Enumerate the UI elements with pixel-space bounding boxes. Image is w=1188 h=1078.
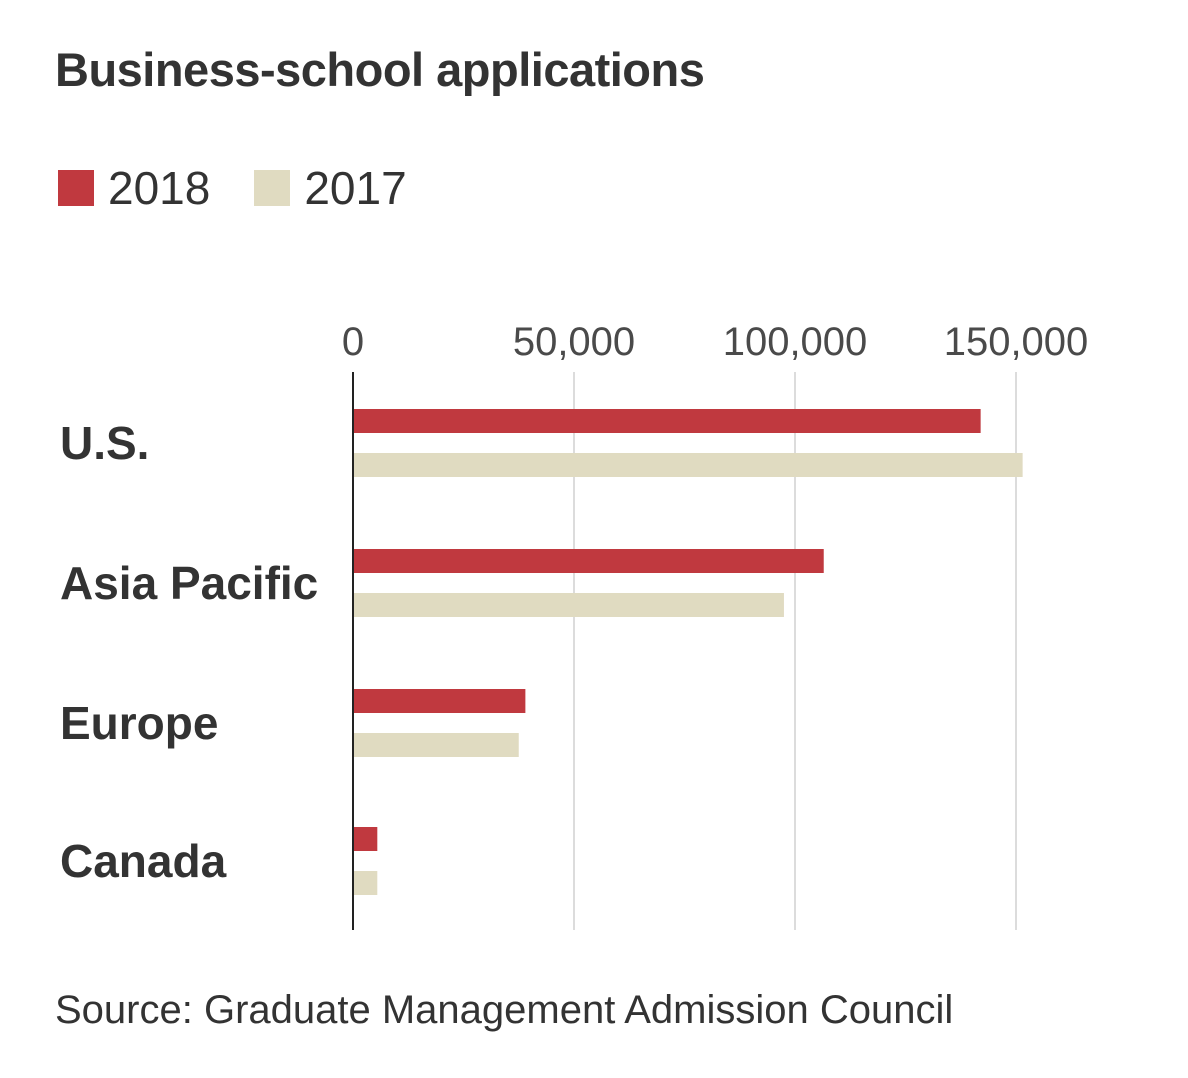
legend-item-2017: 2017 bbox=[254, 161, 407, 215]
category-label: Canada bbox=[60, 835, 227, 887]
legend-swatch-2017 bbox=[254, 170, 291, 206]
bar-2017-asia-pacific bbox=[353, 593, 784, 617]
bar-2017-u-s- bbox=[353, 453, 1023, 477]
legend-swatch-2018 bbox=[58, 170, 94, 206]
x-tick-label: 50,000 bbox=[513, 320, 635, 364]
bar-2017-canada bbox=[353, 871, 378, 895]
x-tick-label: 0 bbox=[342, 320, 364, 364]
chart-legend: 2018 2017 bbox=[58, 160, 451, 216]
chart-title: Business-school applications bbox=[55, 43, 705, 96]
bar-2018-europe bbox=[353, 689, 526, 713]
category-label: Europe bbox=[60, 697, 218, 749]
legend-label-2017: 2017 bbox=[304, 162, 407, 214]
bar-2018-u-s- bbox=[353, 409, 981, 433]
bars bbox=[353, 409, 1023, 895]
bar-chart: 0 50,000 100,000 150,000 U.S. Asia Pacific Eu… bbox=[60, 320, 1088, 930]
bar-2018-canada bbox=[353, 827, 378, 851]
bar-2018-asia-pacific bbox=[353, 549, 824, 573]
category-label: Asia Pacific bbox=[60, 557, 318, 609]
legend-item-2018: 2018 bbox=[58, 161, 210, 215]
legend-label-2018: 2018 bbox=[108, 162, 211, 214]
x-axis-ticks: 0 50,000 100,000 150,000 bbox=[342, 320, 1088, 364]
x-tick-label: 150,000 bbox=[944, 320, 1089, 364]
category-labels: U.S. Asia Pacific Europe Canada bbox=[60, 417, 318, 887]
category-label: U.S. bbox=[60, 417, 149, 469]
bar-2017-europe bbox=[353, 733, 519, 757]
x-tick-label: 100,000 bbox=[723, 320, 868, 364]
source-note: Source: Graduate Management Admission Co… bbox=[55, 988, 954, 1032]
